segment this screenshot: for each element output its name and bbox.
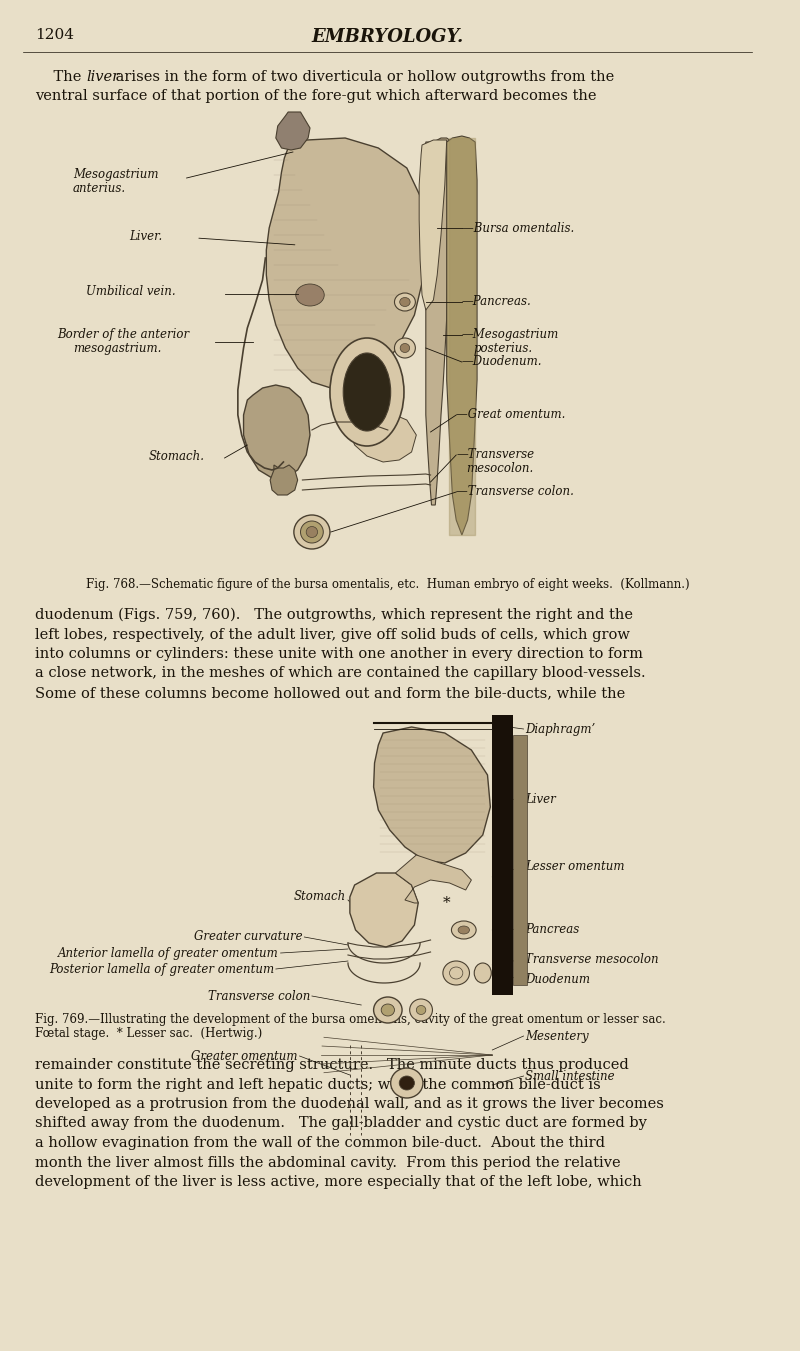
Text: —Duodenum.: —Duodenum.: [462, 355, 542, 367]
Text: remainder constitute the secreting structure.   The minute ducts thus produced: remainder constitute the secreting struc…: [34, 1058, 629, 1071]
Text: a hollow evagination from the wall of the common bile-duct.  About the third: a hollow evagination from the wall of th…: [34, 1136, 605, 1150]
Text: Mesogastrium: Mesogastrium: [73, 168, 158, 181]
Text: Stomach.: Stomach.: [149, 450, 205, 463]
Ellipse shape: [399, 1075, 414, 1090]
Text: —Bursa omentalis.: —Bursa omentalis.: [462, 222, 574, 235]
Text: EMBRYOLOGY.: EMBRYOLOGY.: [312, 28, 464, 46]
Text: Transverse colon: Transverse colon: [208, 990, 310, 1002]
Bar: [492, 715, 513, 994]
Text: ventral surface of that portion of the fore-gut which afterward becomes the: ventral surface of that portion of the f…: [34, 89, 596, 103]
Text: Diaphragm’: Diaphragm’: [526, 723, 596, 736]
Text: into columns or cylinders: these unite with one another in every direction to fo: into columns or cylinders: these unite w…: [34, 647, 642, 661]
Text: Some of these columns become hollowed out and form the bile-ducts, while the: Some of these columns become hollowed ou…: [34, 686, 625, 700]
Text: —Pancreas.: —Pancreas.: [462, 295, 532, 308]
Ellipse shape: [306, 527, 318, 538]
Ellipse shape: [294, 515, 330, 549]
Text: Liver: Liver: [526, 793, 556, 807]
Ellipse shape: [394, 293, 415, 311]
Polygon shape: [348, 412, 416, 462]
Polygon shape: [266, 138, 426, 388]
Text: Greater omentum: Greater omentum: [191, 1050, 298, 1063]
Text: month the liver almost fills the abdominal cavity.  From this period the relativ: month the liver almost fills the abdomin…: [34, 1155, 620, 1170]
Text: Fig. 769.—Illustrating the development of the bursa omentalis, cavity of the gre: Fig. 769.—Illustrating the development o…: [34, 1013, 666, 1025]
Text: development of the liver is less active, more especially that of the left lobe, : development of the liver is less active,…: [34, 1175, 642, 1189]
Ellipse shape: [400, 343, 410, 353]
Text: arises in the form of two diverticula or hollow outgrowths from the: arises in the form of two diverticula or…: [110, 70, 614, 84]
Ellipse shape: [374, 997, 402, 1023]
Polygon shape: [395, 855, 471, 902]
Bar: [513, 735, 527, 985]
Text: Lesser omentum: Lesser omentum: [526, 861, 625, 873]
Text: posterius.: posterius.: [474, 342, 532, 355]
Ellipse shape: [443, 961, 470, 985]
Text: mesocolon.: mesocolon.: [466, 462, 533, 476]
Text: *: *: [443, 896, 450, 911]
Text: left lobes, respectively, of the adult liver, give off solid buds of cells, whic: left lobes, respectively, of the adult l…: [34, 627, 630, 642]
Ellipse shape: [390, 1069, 423, 1098]
Ellipse shape: [301, 521, 323, 543]
Ellipse shape: [394, 338, 415, 358]
Polygon shape: [374, 727, 490, 863]
Text: Stomach: Stomach: [294, 890, 346, 902]
Text: Border of the anterior: Border of the anterior: [58, 328, 190, 340]
Text: a close network, in the meshes of which are contained the capillary blood-vessel: a close network, in the meshes of which …: [34, 666, 646, 681]
Text: Fœtal stage.  * Lesser sac.  (Hertwig.): Fœtal stage. * Lesser sac. (Hertwig.): [34, 1027, 262, 1040]
Text: anterius.: anterius.: [73, 182, 126, 195]
Text: developed as a protrusion from the duodenal wall, and as it grows the liver beco: developed as a protrusion from the duode…: [34, 1097, 663, 1111]
Ellipse shape: [343, 353, 390, 431]
Text: Greater curvature: Greater curvature: [194, 929, 302, 943]
Text: Posterior lamella of greater omentum: Posterior lamella of greater omentum: [49, 963, 274, 975]
Ellipse shape: [400, 297, 410, 307]
Text: Anterior lamella of greater omentum: Anterior lamella of greater omentum: [58, 947, 278, 961]
Polygon shape: [419, 141, 446, 309]
Text: Transverse mesocolon: Transverse mesocolon: [526, 952, 659, 966]
Ellipse shape: [410, 998, 433, 1021]
Text: Fig. 768.—Schematic figure of the bursa omentalis, etc.  Human embryo of eight w: Fig. 768.—Schematic figure of the bursa …: [86, 578, 690, 590]
Text: The: The: [34, 70, 86, 84]
Text: Umbilical vein.: Umbilical vein.: [86, 285, 175, 299]
Ellipse shape: [330, 338, 404, 446]
Polygon shape: [446, 136, 477, 535]
Text: —Transverse: —Transverse: [456, 449, 534, 461]
Text: Pancreas: Pancreas: [526, 923, 580, 936]
Text: Liver.: Liver.: [130, 230, 163, 243]
Text: liver: liver: [86, 70, 119, 84]
Ellipse shape: [296, 284, 324, 305]
Polygon shape: [270, 465, 298, 494]
Bar: [8, 715, 767, 994]
Polygon shape: [243, 385, 310, 478]
Ellipse shape: [451, 921, 476, 939]
Polygon shape: [276, 112, 310, 150]
Text: —Mesogastrium: —Mesogastrium: [462, 328, 559, 340]
Ellipse shape: [416, 1005, 426, 1015]
Text: 1204: 1204: [34, 28, 74, 42]
Text: shifted away from the duodenum.   The gall-bladder and cystic duct are formed by: shifted away from the duodenum. The gall…: [34, 1116, 646, 1131]
Ellipse shape: [381, 1004, 394, 1016]
Polygon shape: [426, 138, 454, 505]
Text: unite to form the right and left hepatic ducts; while the common bile-duct is: unite to form the right and left hepatic…: [34, 1078, 601, 1092]
Text: Duodenum: Duodenum: [526, 973, 590, 986]
Text: Mesentery: Mesentery: [526, 1029, 589, 1043]
Text: duodenum (Figs. 759, 760).   The outgrowths, which represent the right and the: duodenum (Figs. 759, 760). The outgrowth…: [34, 608, 633, 623]
Ellipse shape: [450, 967, 463, 979]
Text: —Transverse colon.: —Transverse colon.: [456, 485, 574, 499]
Polygon shape: [350, 873, 418, 947]
Text: mesogastrium.: mesogastrium.: [73, 342, 161, 355]
Text: Small intestine: Small intestine: [526, 1070, 615, 1084]
Text: —Great omentum.: —Great omentum.: [456, 408, 566, 422]
Ellipse shape: [458, 925, 470, 934]
Ellipse shape: [474, 963, 491, 984]
